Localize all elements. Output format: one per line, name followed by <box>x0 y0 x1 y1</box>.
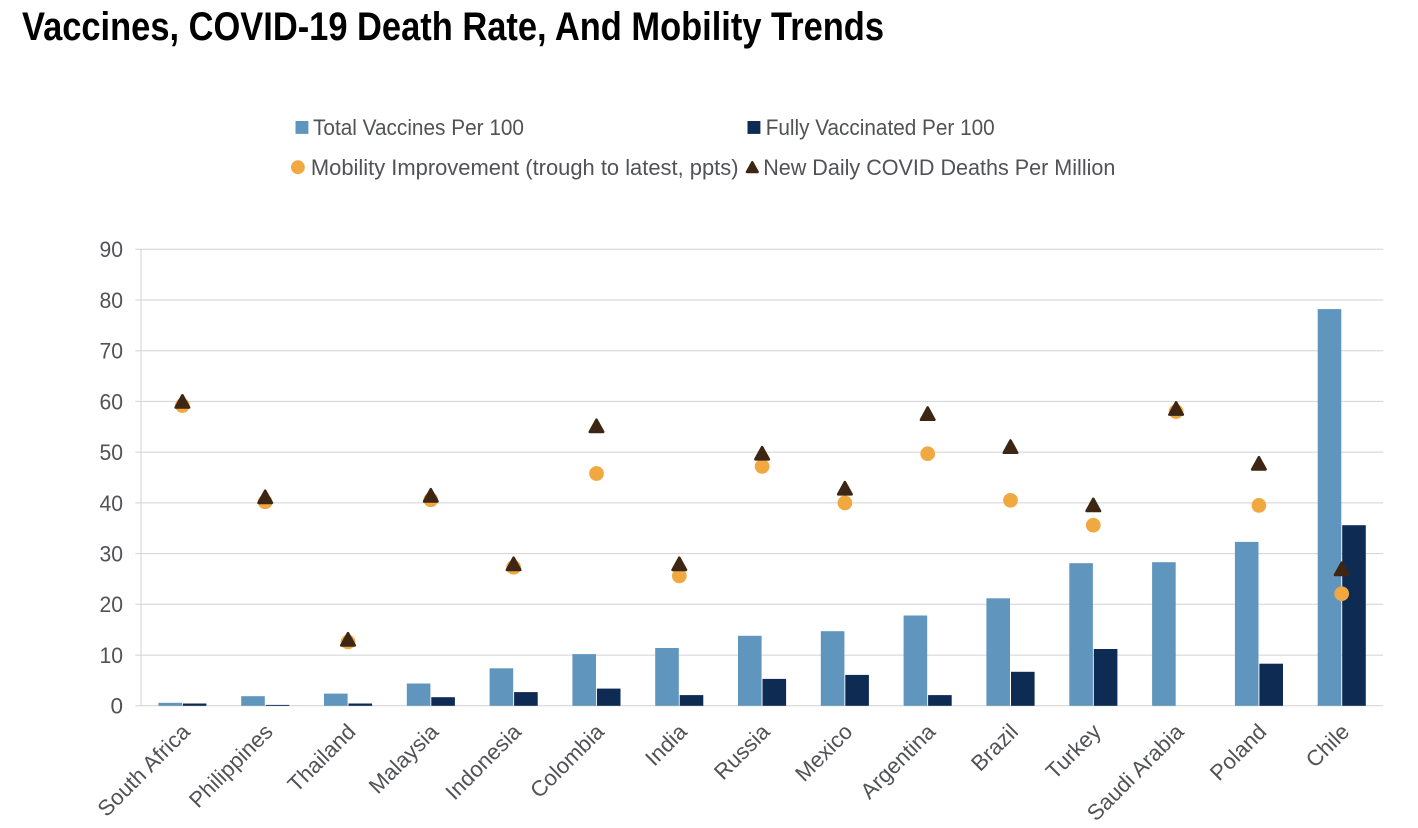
svg-text:70: 70 <box>100 339 124 364</box>
svg-text:10: 10 <box>100 643 124 668</box>
svg-text:90: 90 <box>100 237 124 262</box>
svg-text:Vaccines, COVID-19 Death Rate,: Vaccines, COVID-19 Death Rate, And Mobil… <box>22 5 884 49</box>
svg-text:50: 50 <box>100 440 124 465</box>
svg-text:60: 60 <box>100 389 124 414</box>
svg-text:Mobility Improvement (trough t: Mobility Improvement (trough to latest, … <box>311 155 739 180</box>
svg-text:20: 20 <box>100 592 124 617</box>
svg-text:40: 40 <box>100 491 124 516</box>
svg-text:30: 30 <box>100 542 124 567</box>
svg-text:0: 0 <box>110 694 123 719</box>
svg-text:New Daily COVID Deaths Per Mil: New Daily COVID Deaths Per Million <box>763 155 1115 180</box>
svg-text:80: 80 <box>100 288 124 313</box>
svg-text:Fully Vaccinated Per 100: Fully Vaccinated Per 100 <box>766 115 995 140</box>
svg-text:Total Vaccines Per 100: Total Vaccines Per 100 <box>313 115 524 140</box>
